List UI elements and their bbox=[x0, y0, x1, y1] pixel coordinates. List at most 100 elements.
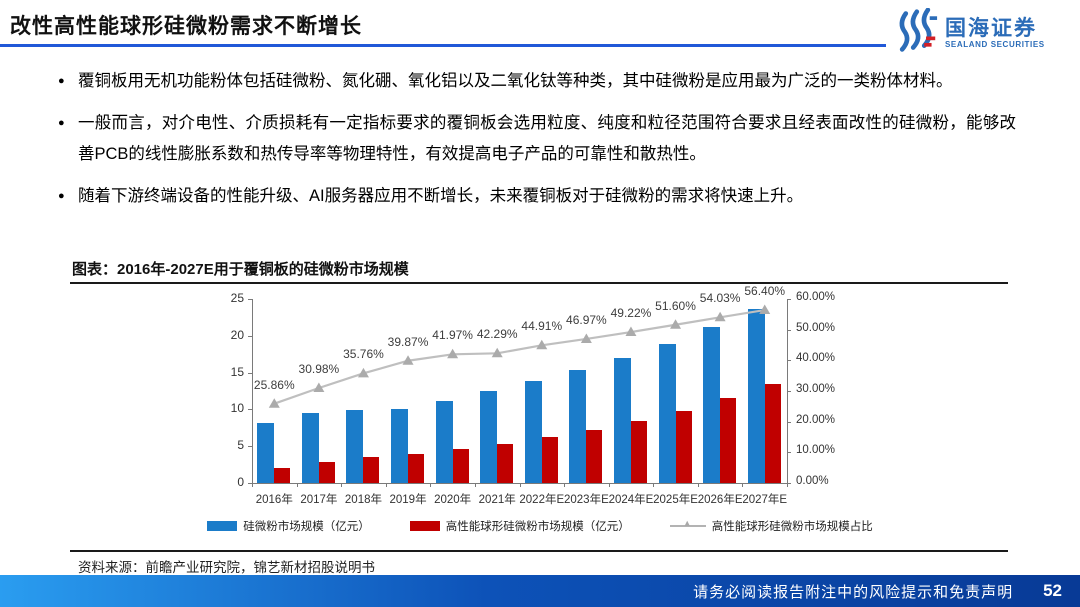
x-axis-tick bbox=[474, 483, 476, 487]
bar-spherical-silica-market bbox=[408, 453, 425, 483]
share-data-label: 35.76% bbox=[343, 347, 384, 362]
footer-bar: 请务必阅读报告附注中的风险提示和免责声明 52 bbox=[0, 575, 1080, 607]
y-axis-left bbox=[252, 299, 253, 483]
x-axis-tick bbox=[653, 483, 655, 487]
bar-silica-market bbox=[480, 391, 498, 483]
share-data-label: 46.97% bbox=[566, 312, 607, 327]
legend-item: 硅微粉市场规模（亿元） bbox=[207, 518, 370, 534]
y-axis-tick-label: 25 bbox=[230, 291, 244, 305]
share-data-label: 49.22% bbox=[610, 306, 652, 321]
bullet-dot: ● bbox=[58, 190, 65, 202]
triangle-marker-icon bbox=[759, 304, 771, 315]
x-axis-tick bbox=[252, 483, 253, 487]
share-data-label: 56.40% bbox=[744, 284, 786, 299]
triangle-marker-icon bbox=[714, 311, 726, 322]
bar-silica-market bbox=[301, 413, 319, 483]
figure-rule-top bbox=[70, 282, 1008, 284]
bar-spherical-silica-market bbox=[452, 449, 469, 483]
right-axis-tick-label: 40.00% bbox=[796, 352, 836, 365]
bar-spherical-silica-market bbox=[720, 398, 737, 483]
share-data-label: 25.86% bbox=[253, 377, 295, 392]
x-axis-tick-label: 2024年E bbox=[608, 494, 654, 506]
bar-silica-market bbox=[703, 326, 721, 483]
bullet-text: 随着下游终端设备的性能升级、AI服务器应用不断增长，未来覆铜板对于硅微粉的需求将… bbox=[78, 187, 804, 205]
x-axis-tick-label: 2017年 bbox=[300, 494, 338, 506]
right-axis-tick bbox=[787, 421, 791, 423]
y-axis-tick-label: 15 bbox=[230, 364, 244, 379]
x-axis-tick-label: 2018年 bbox=[344, 494, 382, 506]
y-axis-tick-label: 0 bbox=[237, 475, 244, 489]
right-axis-tick-label: 50.00% bbox=[796, 321, 836, 334]
x-axis-tick-label: 2025年E bbox=[653, 494, 698, 506]
company-logo: 国海证券 SEALAND SECURITIES bbox=[892, 7, 1072, 59]
right-axis-tick bbox=[787, 483, 791, 484]
triangle-marker-icon bbox=[670, 319, 682, 329]
x-axis-tick-label: 2020年 bbox=[434, 494, 472, 506]
bar-spherical-silica-market bbox=[541, 437, 558, 483]
x-axis-tick bbox=[341, 483, 343, 487]
bullet-item: ● 随着下游终端设备的性能升级、AI服务器应用不断增长，未来覆铜板对于硅微粉的需… bbox=[58, 181, 1016, 212]
y-axis-tick bbox=[248, 335, 252, 337]
triangle-marker-icon bbox=[536, 339, 548, 350]
legend-label: 硅微粉市场规模（亿元） bbox=[243, 521, 370, 533]
share-line-series bbox=[268, 304, 771, 408]
x-axis-tick-label: 2022年E bbox=[519, 494, 565, 506]
legend-item: 高性能球形硅微粉市场规模（亿元） bbox=[409, 518, 630, 534]
triangle-marker-icon bbox=[447, 348, 459, 359]
figure-caption: 图表：2016年-2027E用于覆铜板的硅微粉市场规模 bbox=[72, 261, 409, 278]
x-axis-tick-label: 2023年E bbox=[563, 494, 609, 506]
footer-disclaimer: 请务必阅读报告附注中的风险提示和免责声明 bbox=[693, 583, 1014, 601]
x-axis-tick bbox=[697, 483, 699, 487]
x-axis-tick bbox=[430, 483, 432, 487]
bar-silica-market bbox=[569, 370, 587, 483]
bar-silica-market bbox=[257, 422, 275, 483]
sealand-logo-icon bbox=[892, 7, 938, 59]
bar-spherical-silica-market bbox=[274, 467, 291, 483]
right-axis-tick-label: 20.00% bbox=[796, 413, 836, 426]
right-axis-tick-label: 0.00% bbox=[796, 475, 829, 487]
share-data-label: 41.97% bbox=[432, 328, 473, 343]
x-axis-tick-label: 2019年 bbox=[389, 494, 427, 506]
bar-spherical-silica-market bbox=[675, 410, 692, 483]
share-data-label: 44.91% bbox=[521, 319, 563, 334]
bar-spherical-silica-market bbox=[764, 384, 781, 483]
x-axis-tick bbox=[787, 483, 788, 487]
right-axis-tick bbox=[787, 391, 791, 392]
right-axis-tick bbox=[787, 452, 791, 454]
bar-spherical-silica-market bbox=[318, 461, 335, 483]
x-axis-tick-label: 2027年E bbox=[742, 494, 788, 506]
y-axis-tick-label: 20 bbox=[230, 327, 244, 342]
source-note: 资料来源：前瞻产业研究院，锦艺新材招股说明书 bbox=[78, 560, 375, 575]
x-axis-tick bbox=[608, 483, 610, 487]
bar-silica-market bbox=[435, 401, 453, 483]
figure-rule-bottom bbox=[70, 550, 1008, 552]
logo-text-cn: 国海证券 bbox=[945, 16, 1037, 40]
legend-item: ▲ 高性能球形硅微粉市场规模占比 bbox=[669, 518, 873, 534]
share-data-label: 42.29% bbox=[476, 327, 518, 342]
page-title: 改性高性能球形硅微粉需求不断增长 bbox=[10, 15, 362, 38]
right-axis-tick bbox=[787, 329, 791, 331]
triangle-marker-icon bbox=[625, 326, 637, 337]
right-axis-tick bbox=[787, 299, 791, 300]
share-data-label: 30.98% bbox=[298, 361, 340, 376]
right-axis-tick-label: 30.00% bbox=[796, 383, 836, 395]
right-axis-tick bbox=[787, 360, 791, 362]
bar-silica-market bbox=[613, 357, 631, 483]
bar-silica-market bbox=[346, 410, 364, 483]
bar-silica-market bbox=[658, 343, 676, 483]
legend-swatch-icon bbox=[409, 521, 440, 531]
triangle-marker-icon bbox=[580, 333, 592, 343]
triangle-marker-icon bbox=[491, 347, 503, 358]
triangle-marker-icon bbox=[313, 382, 325, 392]
y-axis-tick bbox=[248, 409, 252, 411]
bullet-item: ● 一般而言，对介电性、介质损耗有一定指标要求的覆铜板会选用粒度、纯度和粒径范围… bbox=[58, 108, 1016, 170]
bar-spherical-silica-market bbox=[497, 443, 514, 483]
y-axis-tick bbox=[248, 483, 252, 484]
right-axis-tick-label: 60.00% bbox=[796, 291, 836, 303]
right-axis-tick-label: 10.00% bbox=[796, 444, 836, 457]
bullet-text: 一般而言，对介电性、介质损耗有一定指标要求的覆铜板会选用粒度、纯度和粒径范围符合… bbox=[78, 114, 1016, 163]
bar-silica-market bbox=[391, 409, 409, 483]
y-axis-tick-label: 5 bbox=[237, 438, 244, 453]
